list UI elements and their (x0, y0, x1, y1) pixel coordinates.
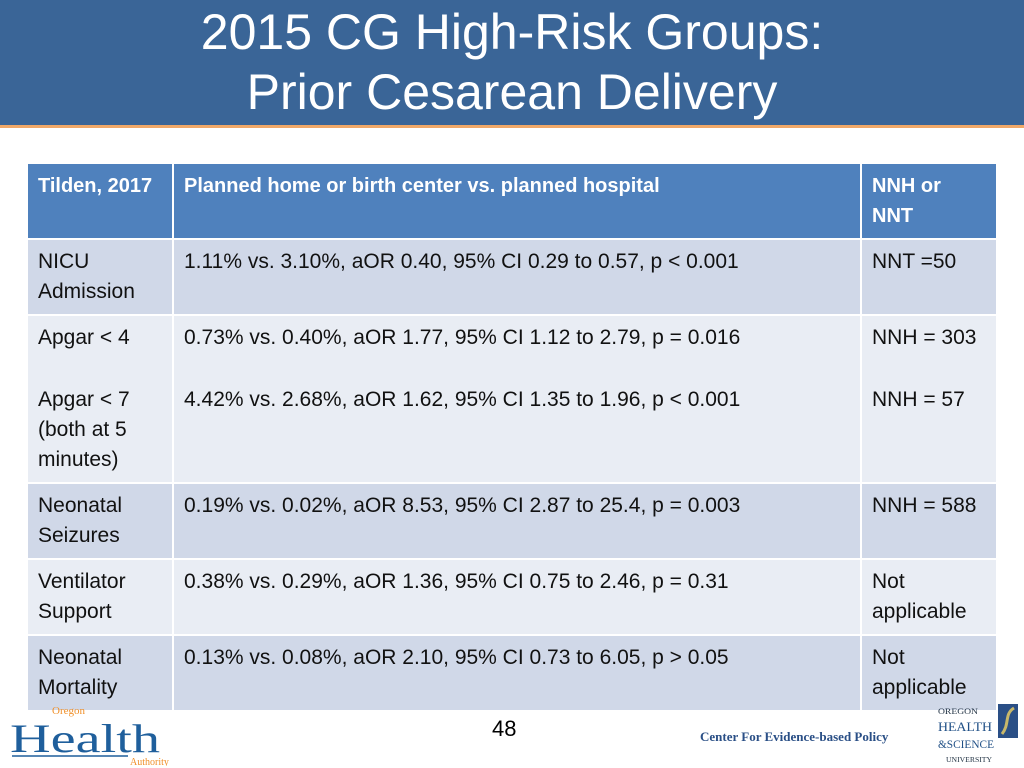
svg-text:UNIVERSITY: UNIVERSITY (946, 756, 992, 764)
nn-apgar7: NNH = 57 (872, 388, 965, 411)
header-study: Tilden, 2017 (26, 162, 174, 240)
nn-cell: NNH = 303 NNH = 57 (860, 314, 998, 484)
svg-text:Authority: Authority (130, 757, 169, 766)
title-line-2: Prior Cesarean Delivery (246, 64, 778, 120)
result-cell: 0.19% vs. 0.02%, aOR 8.53, 95% CI 2.87 t… (172, 482, 862, 560)
title-banner: 2015 CG High-Risk Groups: Prior Cesarean… (0, 0, 1024, 128)
title-line-1: 2015 CG High-Risk Groups: (200, 4, 824, 60)
result-cell: 0.38% vs. 0.29%, aOR 1.36, 95% CI 0.75 t… (172, 558, 862, 636)
result-apgar4: 0.73% vs. 0.40%, aOR 1.77, 95% CI 1.12 t… (184, 326, 741, 349)
nn-cell: NNH = 588 (860, 482, 998, 560)
nn-cell: Not applicable (860, 634, 998, 712)
outcome-cell: NICU Admission (26, 238, 174, 316)
table-row: Neonatal Seizures 0.19% vs. 0.02%, aOR 8… (26, 482, 998, 560)
svg-text:HEALTH: HEALTH (938, 719, 992, 734)
outcome-apgar4: Apgar < 4 (38, 326, 130, 349)
svg-text:OREGON: OREGON (938, 707, 978, 716)
result-apgar7: 4.42% vs. 2.68%, aOR 1.62, 95% CI 1.35 t… (184, 388, 741, 411)
svg-text:Health: Health (10, 716, 160, 761)
nn-apgar4: NNH = 303 (872, 326, 977, 349)
results-table: Tilden, 2017 Planned home or birth cente… (26, 162, 998, 712)
svg-text:Oregon: Oregon (52, 705, 85, 717)
outcome-cell: Ventilator Support (26, 558, 174, 636)
outcome-apgar7: Apgar < 7 (both at 5 minutes) (38, 388, 130, 471)
outcome-cell: Neonatal Seizures (26, 482, 174, 560)
table-row: Apgar < 4 Apgar < 7 (both at 5 minutes) 0… (26, 314, 998, 484)
header-nnh-nnt: NNH or NNT (860, 162, 998, 240)
nn-cell: NNT =50 (860, 238, 998, 316)
result-cell: 0.73% vs. 0.40%, aOR 1.77, 95% CI 1.12 t… (172, 314, 862, 484)
header-comparison: Planned home or birth center vs. planned… (172, 162, 862, 240)
outcome-cell: Apgar < 4 Apgar < 7 (both at 5 minutes) (26, 314, 174, 484)
oregon-health-authority-logo: Oregon Health Authority (10, 705, 169, 766)
table-row: NICU Admission 1.11% vs. 3.10%, aOR 0.40… (26, 238, 998, 316)
table-header-row: Tilden, 2017 Planned home or birth cente… (26, 162, 998, 240)
result-cell: 1.11% vs. 3.10%, aOR 0.40, 95% CI 0.29 t… (172, 238, 862, 316)
svg-text:&SCIENCE: &SCIENCE (938, 737, 994, 751)
nn-cell: Not applicable (860, 558, 998, 636)
ohsu-logo: OREGON HEALTH &SCIENCE UNIVERSITY (938, 704, 1018, 764)
center-label: Center For Evidence-based Policy (700, 729, 889, 744)
table-row: Neonatal Mortality 0.13% vs. 0.08%, aOR … (26, 634, 998, 712)
outcome-cell: Neonatal Mortality (26, 634, 174, 712)
result-cell: 0.13% vs. 0.08%, aOR 2.10, 95% CI 0.73 t… (172, 634, 862, 712)
table-row: Ventilator Support 0.38% vs. 0.29%, aOR … (26, 558, 998, 636)
page-number: 48 (492, 716, 517, 741)
